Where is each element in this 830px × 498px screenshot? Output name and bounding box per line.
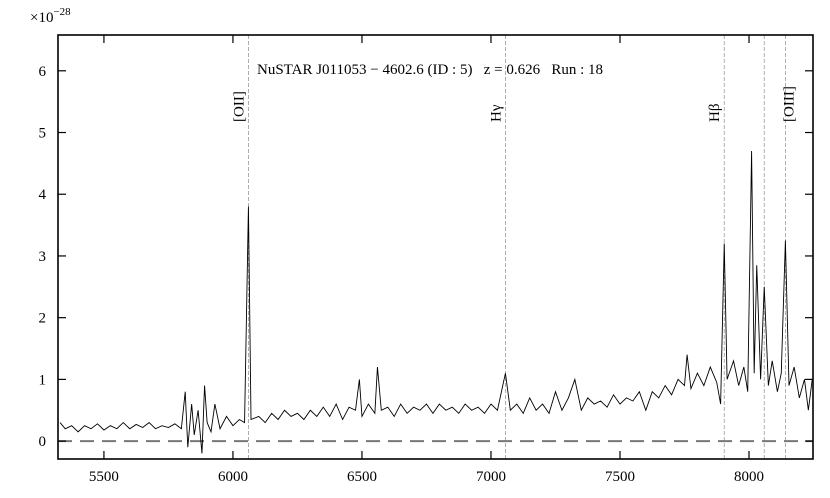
x-tick-label: 5500 <box>89 469 119 485</box>
chart-title: NuSTAR J011053 − 4602.6 (ID : 5) z = 0.6… <box>257 62 603 78</box>
y-tick-label: 1 <box>39 372 47 388</box>
x-tick-label: 6500 <box>347 469 377 485</box>
x-tick-label: 7000 <box>476 469 506 485</box>
offset-label: ×10−28 <box>30 6 71 26</box>
y-tick-label: 0 <box>39 434 47 450</box>
y-tick-label: 2 <box>39 311 47 327</box>
x-tick-label: 8000 <box>734 469 764 485</box>
emission-line-label: [OII] <box>231 91 247 122</box>
offset-base: ×10 <box>30 10 53 26</box>
spectrum-line <box>59 151 813 454</box>
y-tick-label: 4 <box>39 187 47 203</box>
emission-line-label: Hγ <box>488 104 504 122</box>
x-tick-label: 7500 <box>605 469 635 485</box>
y-tick-label: 3 <box>39 249 47 265</box>
plot-frame <box>57 34 814 460</box>
offset-exponent: −28 <box>53 6 71 18</box>
emission-line-label: Hβ <box>707 104 723 122</box>
y-tick-label: 6 <box>39 64 47 80</box>
x-tick-label: 6000 <box>218 469 248 485</box>
y-tick-label: 5 <box>39 126 47 142</box>
emission-line-label: [OIII] <box>781 86 797 122</box>
